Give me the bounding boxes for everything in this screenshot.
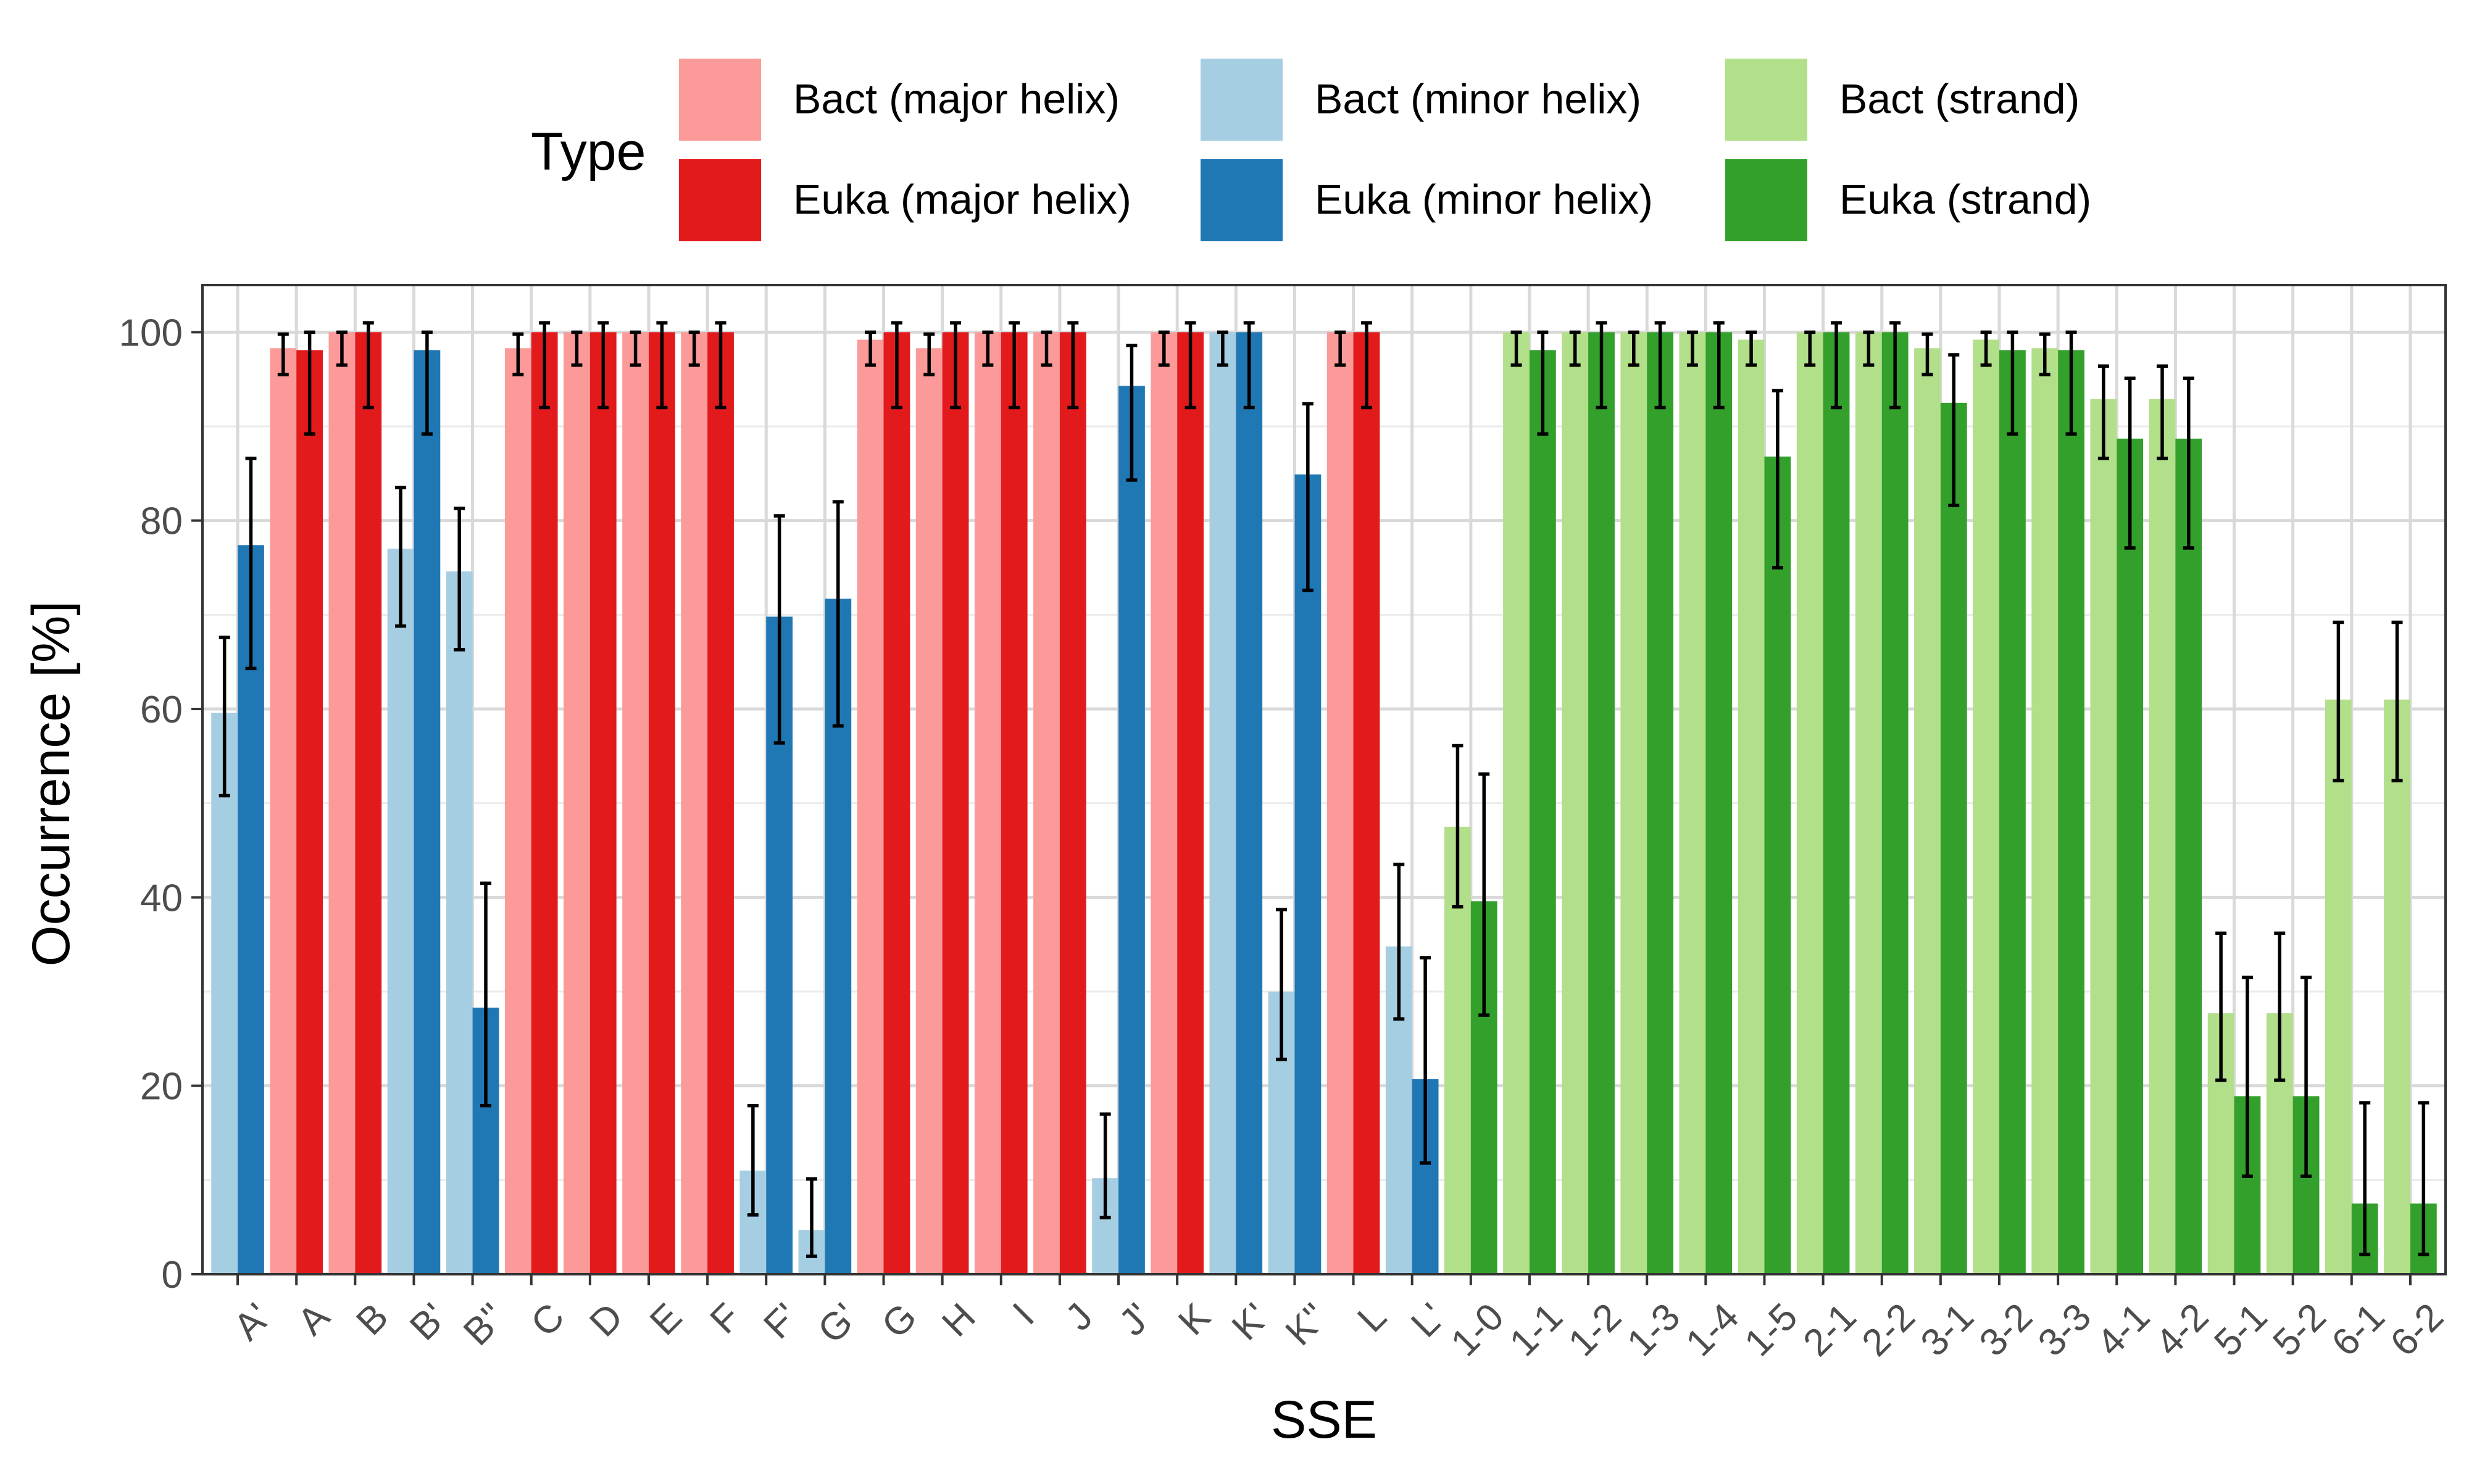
legend-key [679,59,761,141]
bar-euka-major [531,332,558,1275]
bar-bact-strand [1503,332,1530,1275]
legend-key [1201,59,1283,141]
bar-euka-minor [1118,386,1145,1275]
legend-label: Bact (strand) [1839,76,2080,123]
bar-bact-strand [1796,332,1823,1275]
bar-bact-major [974,332,1001,1275]
bar-bact-major [915,348,943,1275]
bar-bact-major [328,332,356,1275]
legend-label: Bact (minor helix) [1315,76,1641,123]
bar-euka-major [1177,332,1204,1275]
bar-bact-minor [1209,332,1236,1275]
bar-euka-strand [1529,350,1556,1274]
bar-bact-minor [446,571,473,1274]
bar-euka-major [1353,332,1380,1275]
bar-euka-strand [1764,456,1791,1275]
bar-bact-major [564,332,590,1275]
bar-euka-strand [1705,332,1733,1275]
bar-bact-minor [211,713,238,1274]
bar-euka-major [589,332,617,1275]
bar-bact-strand [2031,348,2059,1275]
x-axis-title: SSE [1271,1390,1377,1449]
bar-bact-major [622,332,649,1275]
bar-bact-strand [2325,699,2352,1274]
bar-bact-major [681,332,708,1275]
legend: Type Bact (major helix) Euka (major helix)… [531,59,2091,241]
bar-euka-strand [2058,350,2084,1274]
bar-bact-major [1033,332,1060,1275]
legend-key [1725,159,1807,241]
legend-label: Euka (minor helix) [1315,176,1653,223]
bar-euka-strand [1881,332,1909,1275]
bar-euka-strand [1999,350,2026,1274]
bar-bact-strand [1679,332,1706,1275]
bar-bact-strand [2090,399,2117,1274]
bar-bact-minor [387,549,414,1274]
legend-title: Type [531,122,646,181]
bar-bact-major [1326,332,1354,1275]
bar-bact-strand [1973,339,2000,1275]
bar-bact-strand [1620,332,1647,1275]
bar-euka-major [648,332,675,1275]
bar-euka-major [942,332,969,1275]
error-bars [219,321,2429,1258]
bar-euka-minor [1236,332,1263,1275]
bars [211,332,2437,1275]
y-tick-label: 40 [140,877,183,919]
bar-bact-strand [1738,339,1765,1275]
y-tick-label: 80 [140,500,183,543]
bar-euka-strand [1823,332,1850,1275]
bar-bact-strand [2149,399,2176,1274]
bar-bact-strand [1914,348,1941,1275]
bar-bact-strand [1562,332,1589,1275]
legend-key [1201,159,1283,241]
bar-euka-strand [1647,332,1674,1275]
y-tick-label: 0 [162,1254,183,1296]
bar-euka-major [1001,332,1028,1275]
bar-euka-major [1059,332,1086,1275]
legend-label: Euka (strand) [1839,176,2091,223]
y-tick-label: 20 [140,1066,183,1108]
bar-euka-strand [2117,438,2144,1274]
bar-euka-strand [1940,402,1967,1275]
bar-bact-strand [1855,332,1882,1275]
bar-euka-major [355,332,382,1275]
bar-euka-minor [1294,474,1322,1274]
y-tick-label: 60 [140,689,183,731]
legend-key [679,159,761,241]
legend-label: Euka (major helix) [793,176,1131,223]
bar-bact-strand [2384,699,2410,1274]
bar-bact-major [1151,332,1178,1275]
legend-key [1725,59,1807,141]
y-axis-title: Occurrence [%] [22,601,81,967]
bar-euka-strand [2175,438,2202,1274]
bar-euka-major [296,350,323,1274]
bar-euka-minor [414,350,441,1274]
legend-label: Bact (major helix) [793,76,1120,123]
y-tick-label: 100 [119,312,183,354]
bar-bact-major [504,348,531,1275]
bar-euka-major [883,332,910,1275]
plot-panel-border [201,284,2447,1275]
bar-euka-major [707,332,734,1275]
bar-euka-strand [1588,332,1615,1275]
bar-bact-major [270,348,297,1275]
bar-bact-major [857,339,884,1275]
